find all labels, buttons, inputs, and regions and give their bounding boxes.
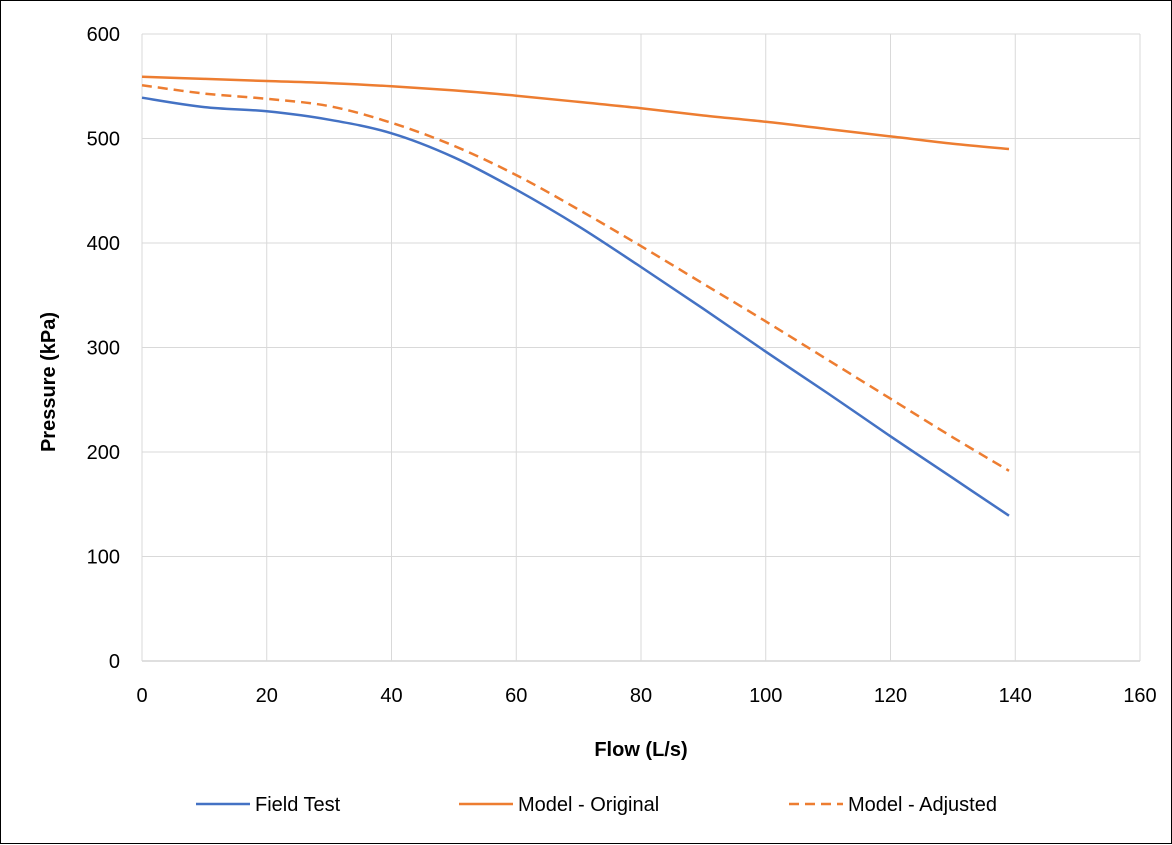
x-tick-label: 20 — [256, 685, 278, 707]
legend: Field Test Model - Original Model - Adjust… — [196, 794, 997, 816]
y-tick-label: 500 — [87, 129, 120, 151]
x-tick-label: 80 — [630, 685, 652, 707]
x-tick-label: 100 — [749, 685, 782, 707]
series-lines — [141, 75, 1010, 517]
x-tick-label: 0 — [136, 685, 147, 707]
x-tick-label: 120 — [874, 685, 907, 707]
y-tick-label: 200 — [87, 442, 120, 464]
legend-label-field-test: Field Test — [255, 794, 341, 816]
y-axis-ticks: 0 100 200 300 400 500 600 — [87, 24, 120, 673]
series-line-field-test — [141, 96, 1010, 517]
x-axis-title: Flow (L/s) — [594, 739, 687, 761]
x-tick-label: 140 — [999, 685, 1032, 707]
y-tick-label: 0 — [109, 651, 120, 673]
gridlines — [141, 33, 1141, 662]
y-tick-label: 100 — [87, 547, 120, 569]
series-line-model-adjusted — [141, 83, 1010, 472]
x-tick-label: 60 — [505, 685, 527, 707]
x-tick-label: 40 — [380, 685, 402, 707]
x-axis-ticks: 0 20 40 60 80 100 120 140 160 — [136, 685, 1156, 707]
legend-label-model-original: Model - Original — [518, 794, 659, 816]
series-line-model-original — [141, 75, 1010, 151]
y-tick-label: 400 — [87, 233, 120, 255]
y-tick-label: 300 — [87, 338, 120, 360]
y-axis-title: Pressure (kPa) — [38, 312, 60, 452]
y-tick-label: 600 — [87, 24, 120, 46]
x-tick-label: 160 — [1123, 685, 1156, 707]
legend-label-model-adjusted: Model - Adjusted — [848, 794, 997, 816]
